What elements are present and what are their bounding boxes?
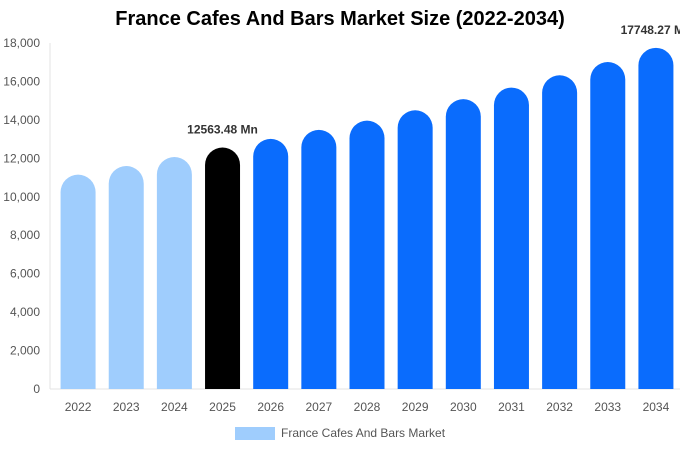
y-tick-label: 12,000 [3, 151, 40, 165]
bar-2024 [156, 156, 192, 389]
x-tick-label: 2031 [498, 400, 525, 414]
bar-2034 [638, 47, 674, 390]
x-tick-label: 2033 [594, 400, 621, 414]
data-label: 12563.48 Mn [187, 123, 258, 137]
bar-2022 [60, 174, 96, 389]
bar-2025 [205, 147, 241, 389]
data-label: 17748.27 Mn [621, 23, 680, 37]
x-tick-label: 2027 [305, 400, 332, 414]
bar-2023 [108, 166, 144, 389]
legend-label: France Cafes And Bars Market [281, 426, 446, 440]
y-tick-label: 8,000 [10, 228, 40, 242]
bar-2029 [397, 110, 433, 390]
x-tick-label: 2026 [257, 400, 284, 414]
bar-2028 [349, 120, 385, 389]
chart-title: France Cafes And Bars Market Size (2022-… [115, 8, 565, 30]
x-tick-label: 2030 [450, 400, 477, 414]
bar-2030 [445, 99, 481, 389]
bar-2032 [542, 75, 578, 389]
y-tick-label: 2,000 [10, 344, 40, 358]
y-tick-label: 18,000 [3, 36, 40, 50]
x-tick-label: 2022 [65, 400, 92, 414]
bar-2031 [493, 87, 529, 390]
y-tick-label: 14,000 [3, 113, 40, 127]
bar-2027 [301, 129, 337, 389]
legend-swatch [235, 426, 275, 440]
x-tick-label: 2025 [209, 400, 236, 414]
bar-2026 [253, 138, 289, 389]
bar-2033 [590, 62, 626, 389]
y-tick-label: 16,000 [3, 74, 40, 88]
y-tick-label: 4,000 [10, 305, 40, 319]
x-tick-label: 2024 [161, 400, 188, 414]
y-tick-label: 6,000 [10, 267, 40, 281]
y-tick-label: 0 [33, 382, 40, 396]
x-tick-label: 2029 [402, 400, 429, 414]
x-tick-label: 2023 [113, 400, 140, 414]
x-tick-label: 2034 [643, 400, 670, 414]
legend: France Cafes And Bars Market [235, 426, 445, 440]
x-tick-label: 2028 [354, 400, 381, 414]
y-tick-label: 10,000 [3, 190, 40, 204]
x-tick-label: 2032 [546, 400, 573, 414]
